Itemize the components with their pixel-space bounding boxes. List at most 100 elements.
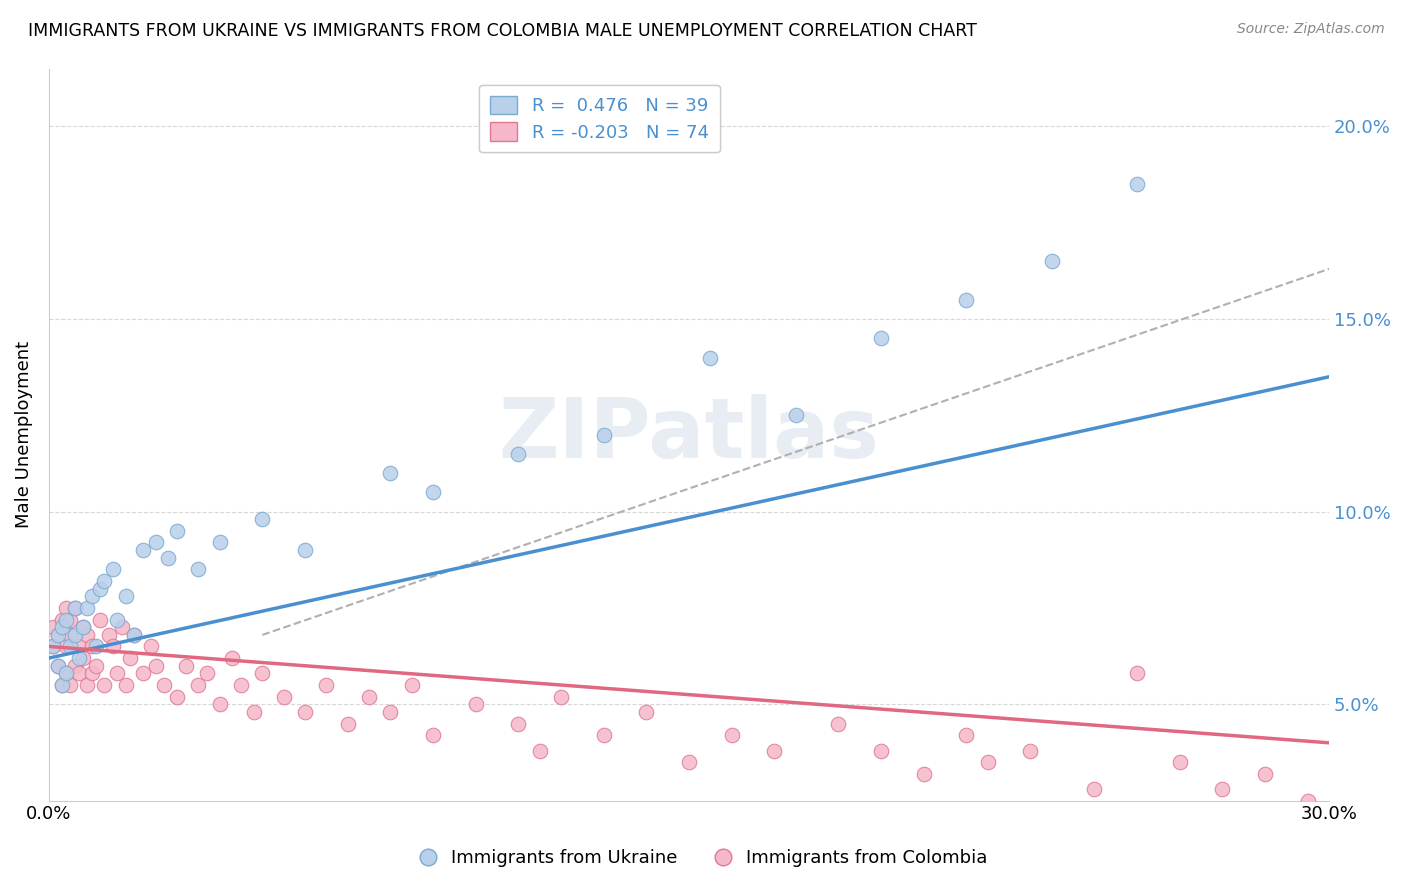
Point [243,705,266,719]
Point [46,628,69,642]
Point [1126,177,1149,191]
Point [294,705,316,719]
Point [63,601,86,615]
Point [955,728,977,742]
Point [105,613,128,627]
Point [63,601,86,615]
Point [1254,766,1277,780]
Point [51,620,73,634]
Point [592,728,614,742]
Point [678,755,700,769]
Point [101,562,124,576]
Point [46,628,69,642]
Point [63,658,86,673]
Point [46,658,69,673]
Point [141,640,163,654]
Point [195,666,218,681]
Point [51,613,73,627]
Point [1126,666,1149,681]
Point [1083,782,1105,797]
Text: ZIPatlas: ZIPatlas [499,394,880,475]
Point [93,678,115,692]
Point [55,666,77,681]
Point [124,628,146,642]
Point [464,698,486,712]
Point [67,640,90,654]
Point [42,640,65,654]
Point [550,690,572,704]
Point [174,658,197,673]
Point [51,678,73,692]
Point [1168,755,1191,769]
Point [912,766,935,780]
Point [46,658,69,673]
Point [870,743,893,757]
Point [51,678,73,692]
Point [145,535,167,549]
Point [508,716,530,731]
Point [955,293,977,307]
Point [55,613,77,627]
Point [699,351,721,365]
Point [84,640,107,654]
Point [357,690,380,704]
Point [55,640,77,654]
Point [592,427,614,442]
Point [1211,782,1233,797]
Point [720,728,742,742]
Y-axis label: Male Unemployment: Male Unemployment [15,341,32,528]
Legend: Immigrants from Ukraine, Immigrants from Colombia: Immigrants from Ukraine, Immigrants from… [412,842,994,874]
Point [153,678,176,692]
Point [101,640,124,654]
Point [76,628,98,642]
Point [93,574,115,588]
Point [89,582,111,596]
Point [105,666,128,681]
Point [380,705,402,719]
Point [529,743,551,757]
Point [67,651,90,665]
Point [252,666,274,681]
Point [401,678,423,692]
Point [166,690,188,704]
Point [636,705,658,719]
Point [336,716,359,731]
Point [72,620,94,634]
Point [72,620,94,634]
Point [157,550,180,565]
Point [80,590,103,604]
Point [63,628,86,642]
Point [294,543,316,558]
Point [252,512,274,526]
Point [55,666,77,681]
Point [827,716,849,731]
Point [422,485,444,500]
Point [42,640,65,654]
Point [42,620,65,634]
Point [114,590,136,604]
Point [422,728,444,742]
Point [785,409,807,423]
Point [208,535,231,549]
Point [315,678,337,692]
Point [72,651,94,665]
Point [977,755,1000,769]
Text: IMMIGRANTS FROM UKRAINE VS IMMIGRANTS FROM COLOMBIA MALE UNEMPLOYMENT CORRELATIO: IMMIGRANTS FROM UKRAINE VS IMMIGRANTS FR… [28,22,977,40]
Point [67,666,90,681]
Point [145,658,167,673]
Point [114,678,136,692]
Point [59,678,82,692]
Point [221,651,243,665]
Point [110,620,132,634]
Point [187,562,209,576]
Point [89,613,111,627]
Point [870,331,893,345]
Legend: R =  0.476   N = 39, R = -0.203   N = 74: R = 0.476 N = 39, R = -0.203 N = 74 [479,85,720,153]
Point [763,743,786,757]
Point [76,678,98,692]
Point [380,466,402,480]
Point [166,524,188,538]
Point [59,640,82,654]
Point [84,658,107,673]
Point [187,678,209,692]
